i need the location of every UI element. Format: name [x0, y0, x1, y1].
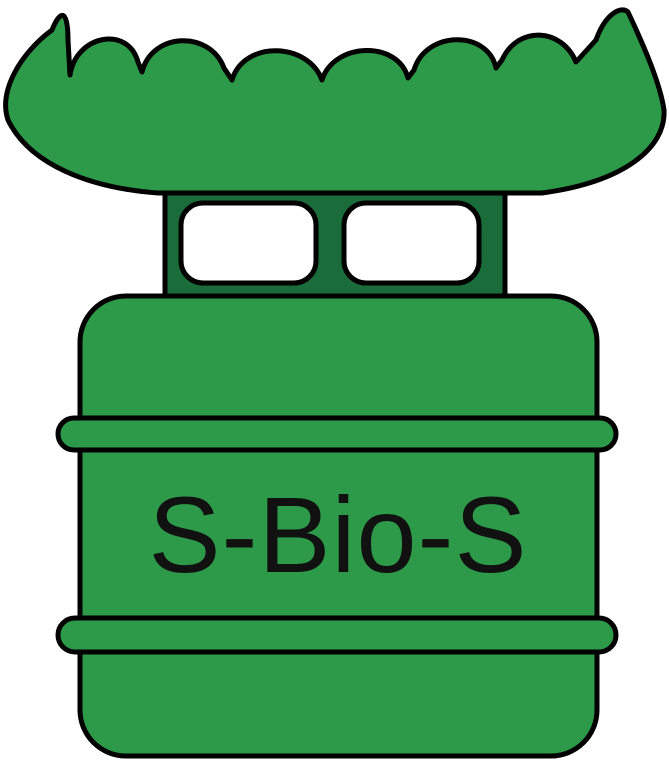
window-left: [178, 200, 319, 286]
logo-wordmark: S-Bio-S: [148, 474, 528, 595]
cylinder-band-upper: [55, 415, 619, 453]
cylinder-band-lower: [55, 615, 619, 655]
burner-cap: [3, 7, 667, 196]
window-right: [341, 200, 482, 286]
